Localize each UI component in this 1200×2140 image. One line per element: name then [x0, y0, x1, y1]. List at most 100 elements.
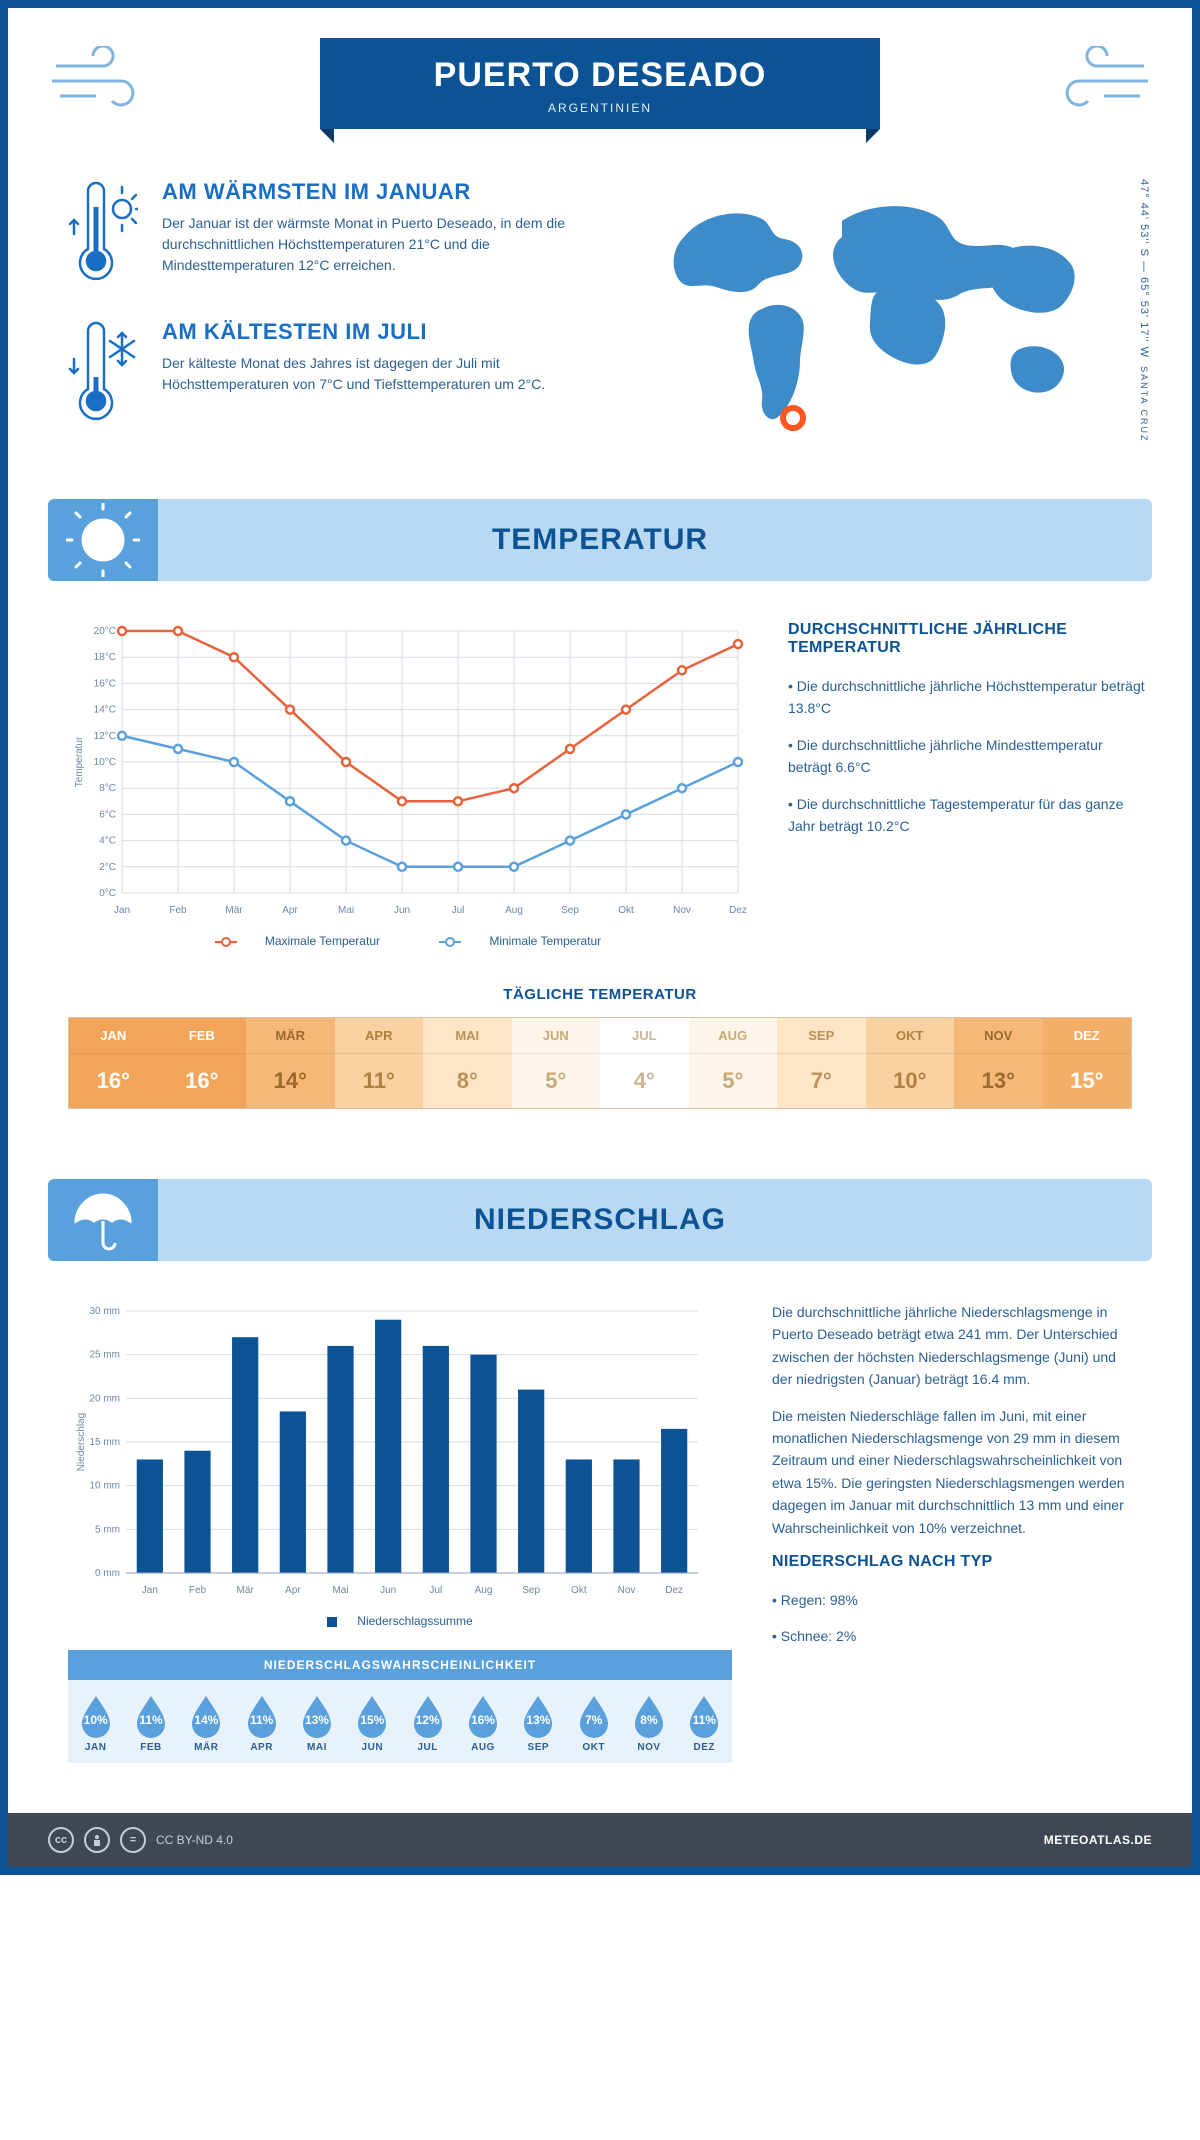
svg-text:Aug: Aug	[475, 1585, 493, 1596]
section-title: TEMPERATUR	[48, 523, 1152, 557]
footer: cc = CC BY-ND 4.0 METEOATLAS.DE	[8, 1813, 1192, 1867]
daily-col: NOV13°	[954, 1018, 1043, 1108]
temperature-chart: 0°C 2°C 4°C 6°C 8°C 10°C 12°C 14°C 16°C 18°C 20°C J…	[68, 621, 748, 948]
daily-col: JAN16°	[69, 1018, 158, 1108]
fact-coldest: AM KÄLTESTEN IM JULI Der kälteste Monat …	[68, 319, 622, 429]
svg-text:2°C: 2°C	[99, 862, 116, 873]
daily-col: APR11°	[335, 1018, 424, 1108]
fact-title: AM WÄRMSTEN IM JANUAR	[162, 179, 622, 205]
coordinates: 47° 44' 53'' S — 65° 53' 17'' W SANTA CR…	[1138, 179, 1150, 442]
svg-text:Sep: Sep	[561, 905, 579, 916]
prob-cell: 13%MAI	[289, 1694, 344, 1753]
chart-legend: Maximale Temperatur Minimale Temperatur	[68, 934, 748, 948]
prob-cell: 10%JAN	[68, 1694, 123, 1753]
svg-text:Mär: Mär	[225, 905, 243, 916]
daily-col: FEB16°	[158, 1018, 247, 1108]
wind-icon	[1042, 46, 1152, 121]
fact-title: AM KÄLTESTEN IM JULI	[162, 319, 622, 345]
world-map: 47° 44' 53'' S — 65° 53' 17'' W SANTA CR…	[652, 179, 1132, 459]
prob-cell: 11%FEB	[123, 1694, 178, 1753]
svg-text:5 mm: 5 mm	[95, 1524, 120, 1535]
svg-text:Apr: Apr	[282, 905, 298, 916]
svg-text:Temperatur: Temperatur	[74, 736, 85, 787]
country-name: ARGENTINIEN	[320, 101, 880, 115]
svg-text:Apr: Apr	[285, 1585, 301, 1596]
precipitation-chart: 0 mm 5 mm 10 mm 15 mm 20 mm 25 mm 30 mm Nieders…	[68, 1301, 708, 1601]
daily-col: MAI8°	[423, 1018, 512, 1108]
svg-text:Jun: Jun	[394, 905, 410, 916]
daily-col: JUL4°	[600, 1018, 689, 1108]
precip-type: • Regen: 98%	[772, 1589, 1132, 1611]
svg-text:Okt: Okt	[618, 905, 634, 916]
prob-cell: 13%SEP	[511, 1694, 566, 1753]
info-bullet: • Die durchschnittliche jährliche Höchst…	[788, 675, 1148, 720]
svg-text:10 mm: 10 mm	[89, 1481, 120, 1492]
precip-info: Die durchschnittliche jährliche Niedersc…	[772, 1301, 1132, 1763]
info-title: DURCHSCHNITTLICHE JÄHRLICHE TEMPERATUR	[788, 621, 1148, 657]
by-icon	[84, 1827, 110, 1853]
svg-text:10°C: 10°C	[94, 757, 116, 768]
prob-cell: 16%AUG	[455, 1694, 510, 1753]
svg-text:25 mm: 25 mm	[89, 1350, 120, 1361]
title-ribbon: PUERTO DESEADO ARGENTINIEN	[320, 38, 880, 129]
prob-cell: 15%JUN	[345, 1694, 400, 1753]
sun-icon	[48, 499, 158, 581]
precip-type: • Schnee: 2%	[772, 1625, 1132, 1647]
daily-col: MÄR14°	[246, 1018, 335, 1108]
cc-icon: cc	[48, 1827, 74, 1853]
precip-paragraph: Die meisten Niederschläge fallen im Juni…	[772, 1405, 1132, 1539]
section-title: NIEDERSCHLAG	[48, 1203, 1152, 1237]
fact-body: Der kälteste Monat des Jahres ist dagege…	[162, 353, 622, 395]
temperature-info: DURCHSCHNITTLICHE JÄHRLICHE TEMPERATUR •…	[788, 621, 1148, 948]
svg-text:6°C: 6°C	[99, 809, 116, 820]
nd-icon: =	[120, 1827, 146, 1853]
precip-paragraph: Die durchschnittliche jährliche Niedersc…	[772, 1301, 1132, 1391]
svg-text:Nov: Nov	[673, 905, 691, 916]
city-name: PUERTO DESEADO	[320, 56, 880, 95]
brand: METEOATLAS.DE	[1044, 1833, 1152, 1847]
daily-col: JUN5°	[512, 1018, 601, 1108]
svg-text:12°C: 12°C	[94, 731, 116, 742]
svg-text:Mär: Mär	[237, 1585, 255, 1596]
prob-cell: 8%NOV	[621, 1694, 676, 1753]
license: cc = CC BY-ND 4.0	[48, 1827, 233, 1853]
daily-col: SEP7°	[777, 1018, 866, 1108]
umbrella-icon	[48, 1179, 158, 1261]
svg-text:Nov: Nov	[618, 1585, 636, 1596]
svg-text:30 mm: 30 mm	[89, 1306, 120, 1317]
prob-cell: 14%MÄR	[179, 1694, 234, 1753]
svg-text:0 mm: 0 mm	[95, 1568, 120, 1579]
svg-text:16°C: 16°C	[94, 678, 116, 689]
svg-text:Mai: Mai	[332, 1585, 348, 1596]
daily-col: OKT10°	[866, 1018, 955, 1108]
svg-text:8°C: 8°C	[99, 783, 116, 794]
svg-text:Feb: Feb	[189, 1585, 207, 1596]
prob-cell: 12%JUL	[400, 1694, 455, 1753]
fact-body: Der Januar ist der wärmste Monat in Puer…	[162, 213, 622, 276]
section-header-precip: NIEDERSCHLAG	[48, 1179, 1152, 1261]
fact-warmest: AM WÄRMSTEN IM JANUAR Der Januar ist der…	[68, 179, 622, 289]
wind-icon	[48, 46, 158, 121]
prob-cell: 11%APR	[234, 1694, 289, 1753]
svg-text:0°C: 0°C	[99, 888, 116, 899]
prob-cell: 11%DEZ	[677, 1694, 732, 1753]
svg-text:20 mm: 20 mm	[89, 1393, 120, 1404]
svg-text:Niederschlag: Niederschlag	[76, 1413, 87, 1471]
info-bullet: • Die durchschnittliche jährliche Mindes…	[788, 734, 1148, 779]
svg-text:Jul: Jul	[429, 1585, 442, 1596]
chart-legend: Niederschlagssumme	[68, 1614, 732, 1628]
header: PUERTO DESEADO ARGENTINIEN	[8, 8, 1192, 169]
svg-text:Aug: Aug	[505, 905, 523, 916]
svg-text:Jul: Jul	[452, 905, 465, 916]
daily-col: AUG5°	[689, 1018, 778, 1108]
svg-text:Jan: Jan	[114, 905, 130, 916]
svg-text:Dez: Dez	[665, 1585, 683, 1596]
svg-text:Feb: Feb	[169, 905, 187, 916]
svg-text:14°C: 14°C	[94, 705, 116, 716]
prob-title: NIEDERSCHLAGSWAHRSCHEINLICHKEIT	[68, 1650, 732, 1680]
svg-text:18°C: 18°C	[94, 652, 116, 663]
precip-type-title: NIEDERSCHLAG NACH TYP	[772, 1553, 1132, 1571]
svg-text:4°C: 4°C	[99, 836, 116, 847]
svg-text:20°C: 20°C	[94, 626, 116, 637]
svg-text:15 mm: 15 mm	[89, 1437, 120, 1448]
